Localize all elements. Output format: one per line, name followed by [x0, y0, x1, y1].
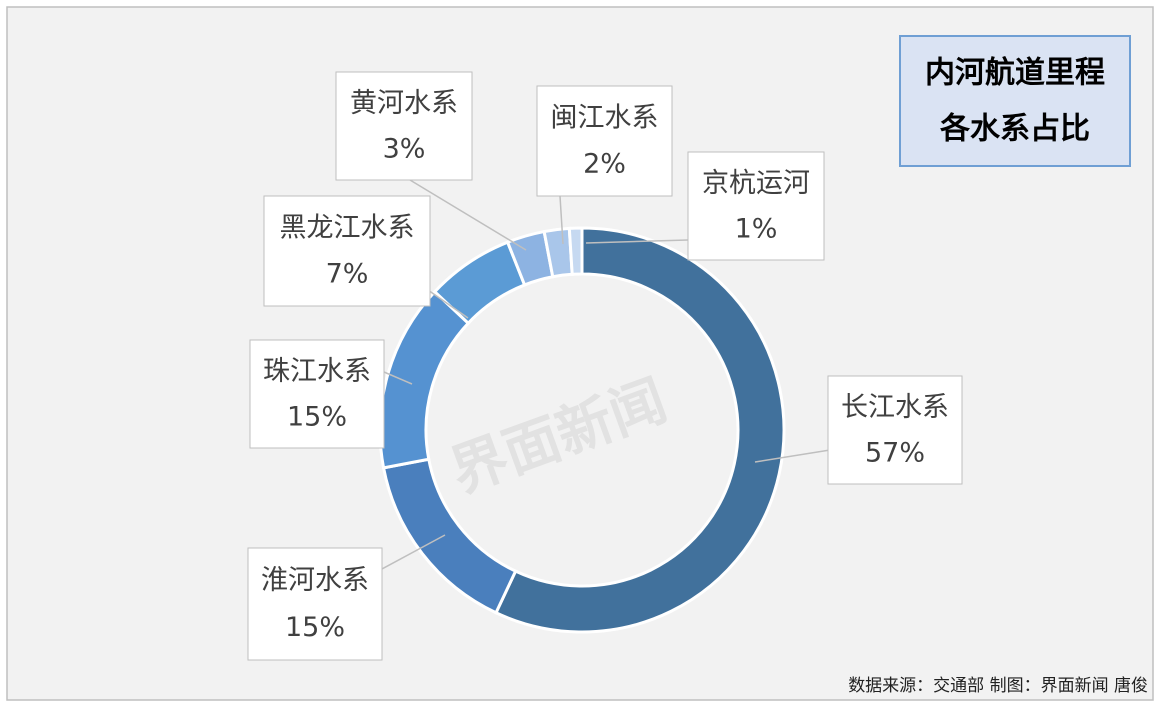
title-box [899, 35, 1131, 167]
label-box [249, 339, 385, 449]
leader-line [409, 179, 527, 251]
value-label: 1% [735, 213, 778, 244]
label-box [247, 547, 383, 661]
category-label: 淮河水系 [261, 565, 369, 596]
chart-title: 各水系占比 [939, 112, 1090, 147]
value-label: 15% [287, 401, 347, 432]
leader-line [754, 449, 831, 463]
label-box [335, 71, 473, 181]
label-box [687, 151, 825, 261]
value-label: 57% [865, 437, 925, 468]
leader-line [379, 534, 446, 571]
value-label: 7% [326, 259, 369, 290]
leader-line [383, 371, 413, 385]
value-label: 2% [583, 149, 626, 180]
donut-slice [567, 226, 584, 276]
value-label: 3% [383, 133, 426, 164]
category-label: 长江水系 [841, 392, 949, 423]
category-label: 黄河水系 [350, 88, 458, 119]
category-label: 珠江水系 [263, 356, 371, 387]
category-label: 黑龙江水系 [280, 213, 415, 244]
label-box [263, 195, 431, 307]
chart-title: 内河航道里程 [925, 56, 1105, 91]
value-label: 15% [285, 612, 345, 643]
source-note: 数据来源：交通部 制图：界面新闻 唐俊 [848, 675, 1148, 696]
leader-line [427, 289, 469, 319]
leader-line [559, 195, 564, 245]
label-box [536, 85, 673, 197]
category-label: 闽江水系 [551, 103, 659, 134]
donut-slice [493, 226, 786, 634]
leader-line [585, 239, 689, 244]
label-box [827, 375, 963, 485]
category-label: 京杭运河 [702, 168, 810, 199]
